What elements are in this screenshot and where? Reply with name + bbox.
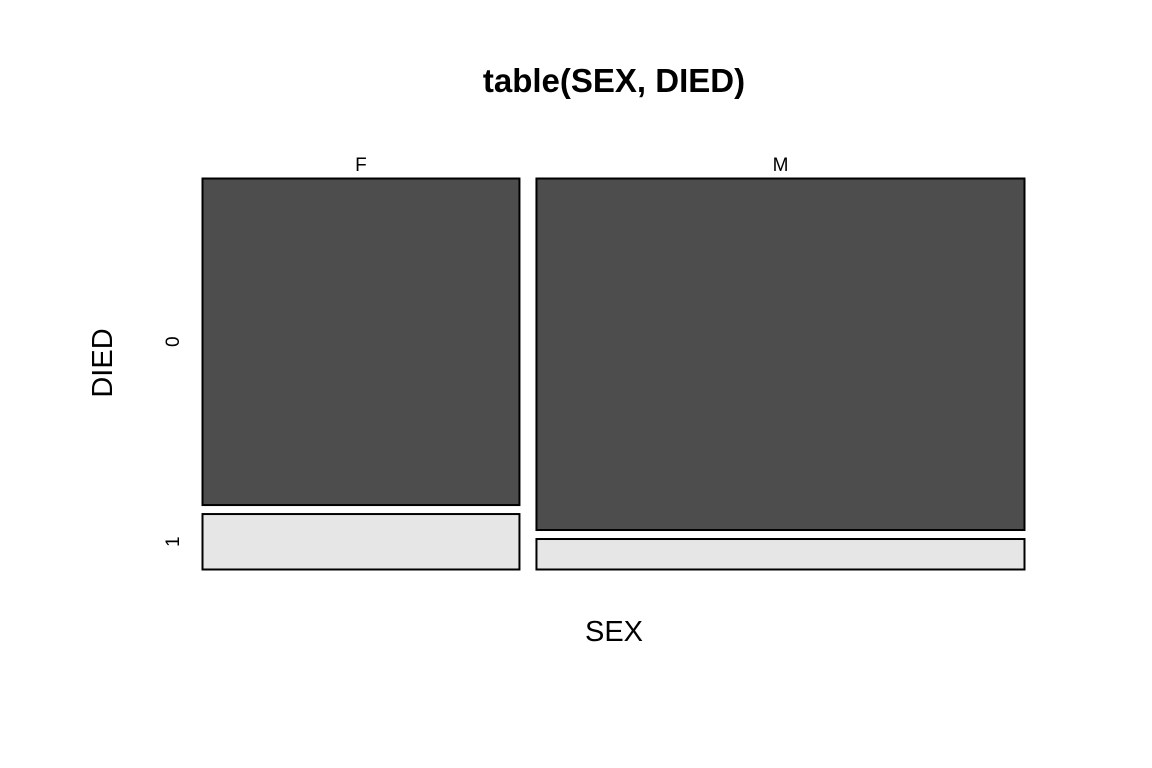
mosaic-cells <box>201 177 1026 571</box>
y-axis-label: DIED <box>87 328 119 397</box>
x-axis-label: SEX <box>585 616 643 648</box>
chart-title: table(SEX, DIED) <box>483 62 745 99</box>
x-tick-label-M: M <box>773 155 789 176</box>
y-tick-label-0: 0 <box>163 336 184 347</box>
y-tick-label-1: 1 <box>163 536 184 547</box>
tick-labels: F M 0 1 <box>163 155 788 547</box>
mosaic-cell-M-1 <box>535 538 1026 571</box>
x-tick-label-F: F <box>355 155 367 176</box>
mosaic-cell-M-0 <box>535 177 1026 532</box>
mosaic-cell-F-1 <box>201 513 521 571</box>
mosaic-cell-F-0 <box>201 177 521 507</box>
